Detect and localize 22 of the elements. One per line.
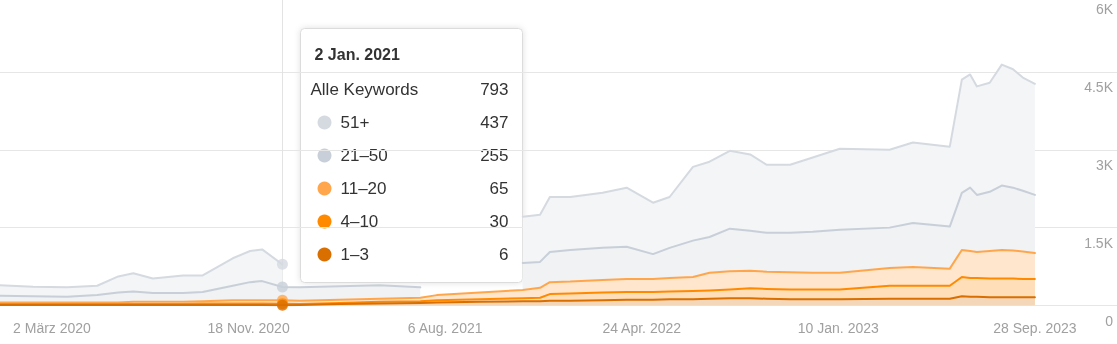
- annotation: 30: [489, 212, 509, 231]
- annotation: Alle Keywords: [310, 80, 419, 99]
- x-tick-label: 6 Aug. 2021: [407, 319, 483, 336]
- annotation: 65: [489, 179, 509, 198]
- legend-label: 11–20: [340, 179, 387, 198]
- annotation: 437: [480, 113, 509, 132]
- x-tick-label: 2 März 2020: [13, 319, 92, 336]
- x-tick-label: 28 Sep. 2023: [993, 319, 1077, 336]
- y-tick-label: 6K: [1095, 1, 1114, 17]
- ref-line-label: 2 Jan. 2021: [314, 46, 400, 63]
- x-tick-label: 10 Jan. 2023: [797, 319, 879, 336]
- legend-label: 1–3: [340, 245, 369, 264]
- legend-label: 51+: [340, 113, 370, 132]
- y-tick-label: 1.5K: [1084, 234, 1114, 251]
- x-tick-label: 24 Apr. 2022: [602, 319, 682, 336]
- y-tick-label: 0: [1105, 312, 1114, 329]
- annotation: 6: [499, 245, 509, 264]
- legend-label: 4–10: [340, 212, 379, 231]
- y-tick-label: 3K: [1095, 156, 1114, 173]
- x-tick-label: 18 Nov. 2020: [207, 319, 290, 336]
- y-tick-label: 4.5K: [1084, 78, 1114, 95]
- annotation: 793: [480, 80, 509, 99]
